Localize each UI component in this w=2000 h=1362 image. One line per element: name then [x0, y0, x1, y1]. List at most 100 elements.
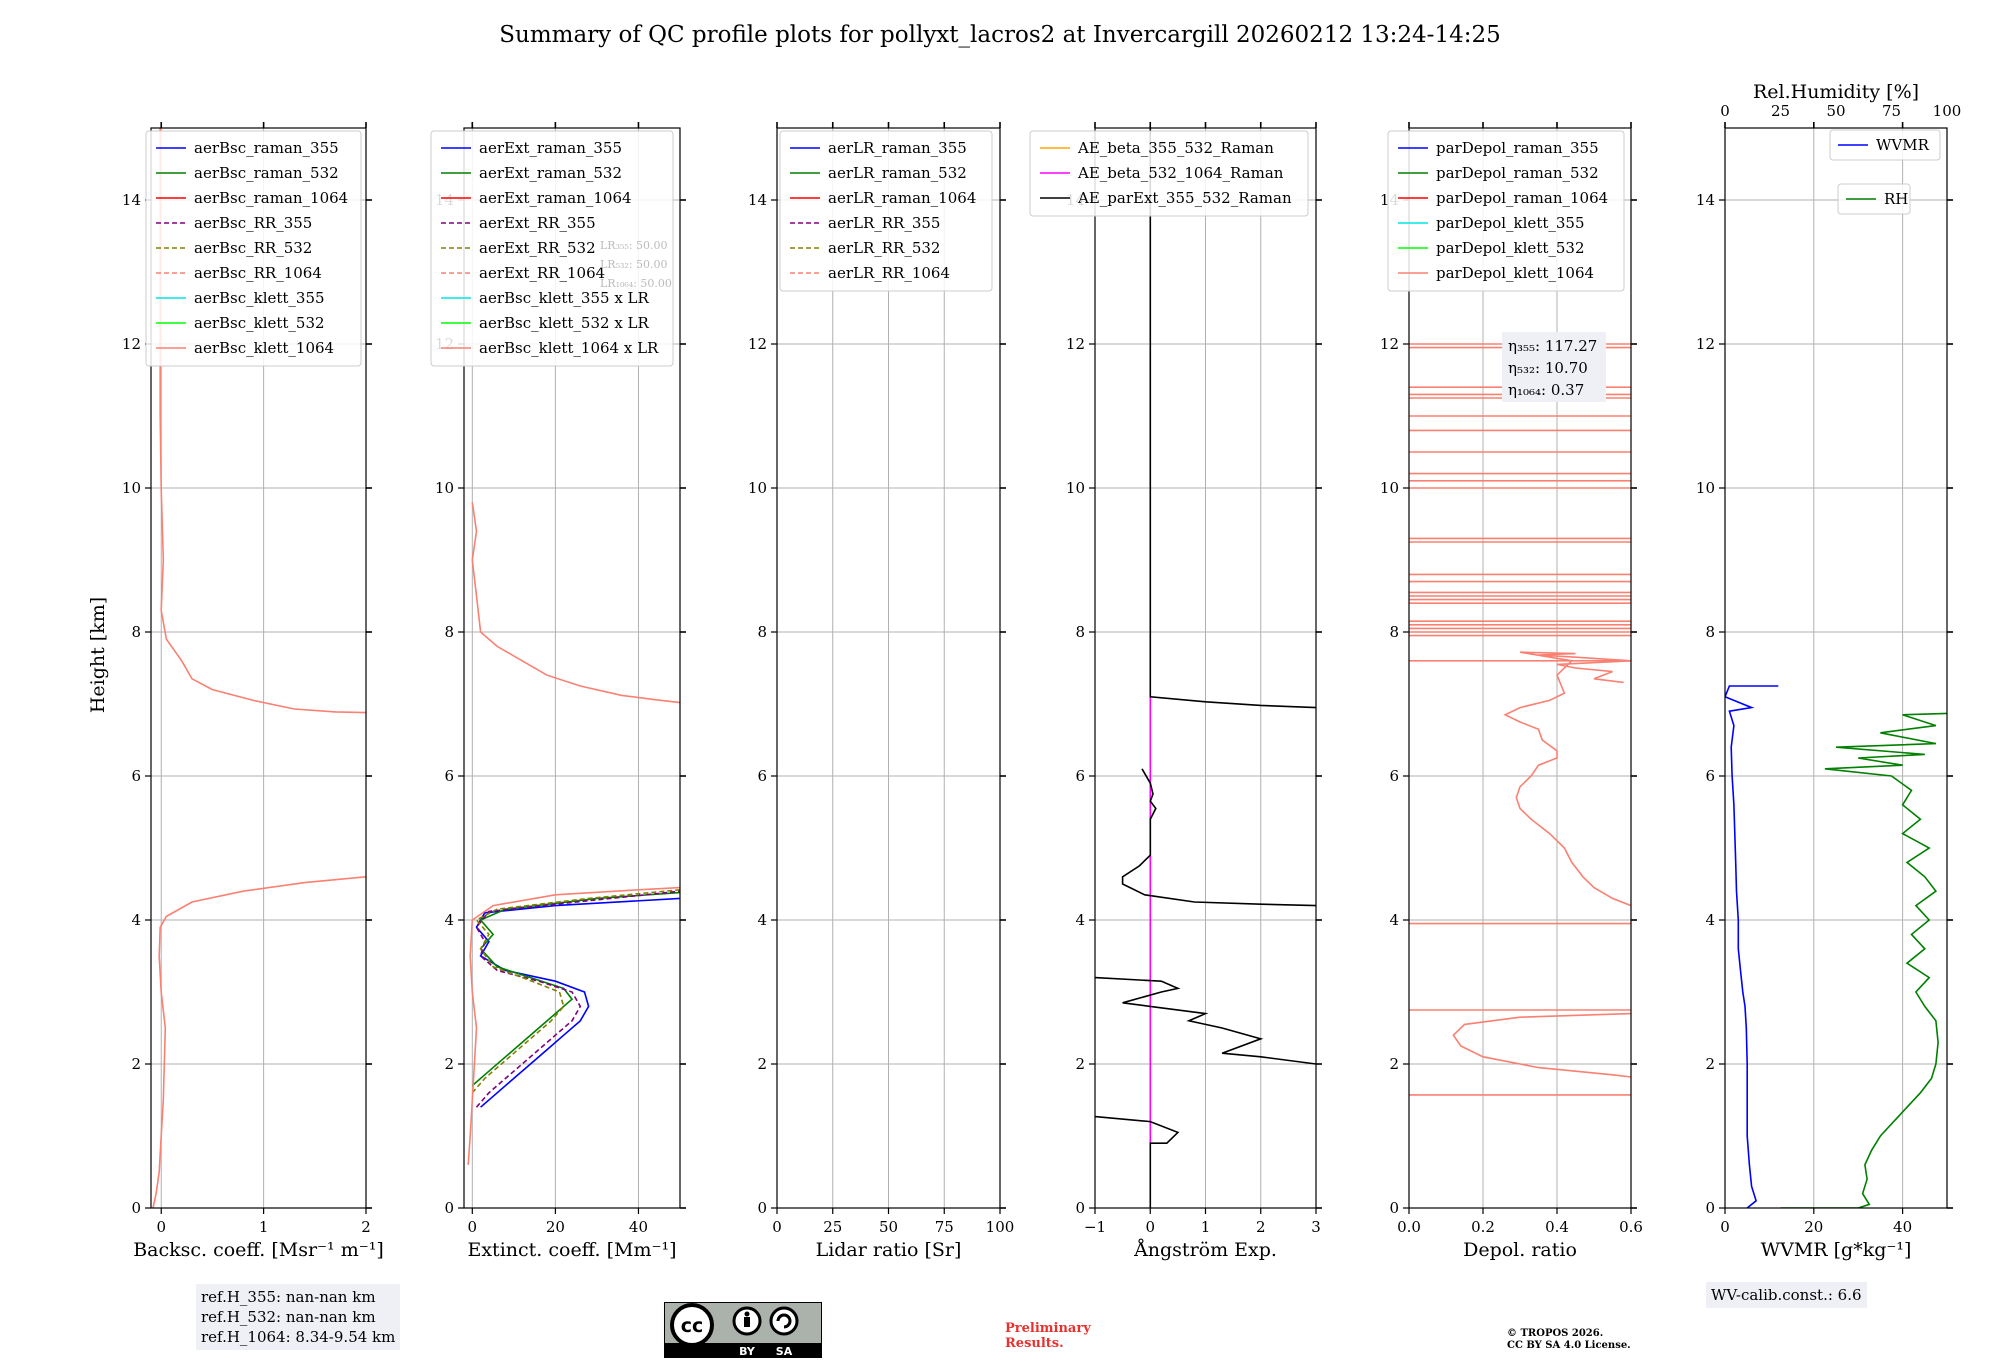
wv-calibration-box: WV-calib.const.: 6.6	[1706, 1282, 1867, 1308]
copyright-note: © TROPOS 2026. CC BY SA 4.0 License.	[1507, 1328, 1631, 1352]
x-tick-label: 1	[259, 1218, 269, 1236]
y-tick-label: 8	[1389, 623, 1399, 641]
y-tick-label: 14	[122, 191, 141, 209]
legend-label: AE_beta_532_1064_Raman	[1077, 164, 1284, 182]
legend-box	[145, 130, 362, 367]
legend-label: aerLR_raman_532	[828, 164, 967, 182]
x-tick-label: 40	[629, 1218, 648, 1236]
y-tick-label: 4	[757, 911, 767, 929]
y-tick-label: 8	[1075, 623, 1085, 641]
x-tick-label: 0	[468, 1218, 478, 1236]
legend-label: aerLR_RR_532	[828, 239, 940, 257]
series-pardepol-klett-1064-lower	[1452, 1012, 1631, 1078]
legend-label: aerBsc_raman_532	[194, 164, 339, 182]
y-tick-label: 0	[131, 1199, 141, 1217]
x-tick-label: 2	[1256, 1218, 1266, 1236]
x-tick-label: 20	[546, 1218, 565, 1236]
cc-by-text: BY	[739, 1345, 756, 1358]
cc-by-sa-license-badge: cc BY SA	[664, 1302, 822, 1358]
legend-box	[430, 130, 674, 367]
x-tick-label: 50	[879, 1218, 898, 1236]
ref-height-1064: ref.H_1064: 8.34-9.54 km	[201, 1328, 396, 1346]
top-tick-label: 0	[1720, 102, 1730, 120]
y-tick-label: 0	[1075, 1199, 1085, 1217]
legend-label: aerExt_RR_532	[479, 239, 596, 257]
y-tick-label: 4	[1389, 911, 1399, 929]
legend-label: aerBsc_klett_532	[194, 314, 325, 332]
y-tick-label: 0	[1705, 1199, 1715, 1217]
x-tick-label: 100	[986, 1218, 1015, 1236]
y-tick-label: 8	[444, 623, 454, 641]
legend-label: aerBsc_klett_532 x LR	[479, 314, 650, 332]
y-tick-label: 4	[1075, 911, 1085, 929]
series-aerext-rr-355	[475, 890, 680, 1108]
y-tick-label: 6	[1705, 767, 1715, 785]
x-tick-label: 0	[156, 1218, 166, 1236]
x-axis-label: Lidar ratio [Sr]	[816, 1239, 962, 1261]
eta-value: η₃₅₅: 117.27	[1508, 337, 1597, 355]
y-tick-label: 8	[757, 623, 767, 641]
y-tick-label: 2	[444, 1055, 454, 1073]
y-tick-label: 6	[1389, 767, 1399, 785]
x-tick-label: −1	[1084, 1218, 1106, 1236]
y-tick-label: 6	[131, 767, 141, 785]
y-tick-label: 4	[1705, 911, 1715, 929]
y-tick-label: 14	[748, 191, 767, 209]
x-tick-label: 40	[1893, 1218, 1912, 1236]
x-tick-label: 0.2	[1471, 1218, 1495, 1236]
series-ae-parext-355-532-raman-low	[1095, 976, 1316, 1065]
y-tick-label: 12	[1380, 335, 1399, 353]
series-aerbsc-klett-1064	[152, 876, 366, 1208]
series-aerext-rr-532	[471, 889, 680, 1094]
panel-lidar_ratio: 0 2 4 6 8 10 12 14 0 25 50 75 100 Lidar ratio [Sr] aer…	[748, 122, 1014, 1261]
top-tick-label: 100	[1933, 102, 1962, 120]
axes-frame	[463, 127, 681, 1209]
top-tick-label: 50	[1826, 102, 1845, 120]
x-tick-label: 75	[935, 1218, 954, 1236]
preliminary-line-2: Results.	[1005, 1336, 1064, 1351]
series-aerbsc-klett-1064-x-lr-lower	[467, 886, 680, 1165]
y-tick-label: 6	[444, 767, 454, 785]
y-tick-label: 6	[757, 767, 767, 785]
x-tick-label: 25	[823, 1218, 842, 1236]
x-tick-label: 0.6	[1619, 1218, 1643, 1236]
preliminary-results-note: Preliminary Results.	[1005, 1321, 1091, 1351]
legend-label: aerBsc_klett_1064 x LR	[479, 339, 659, 357]
y-tick-label: 10	[1066, 479, 1085, 497]
x-axis-label: Ångström Exp.	[1133, 1239, 1277, 1261]
legend-label: aerExt_raman_532	[479, 164, 622, 182]
axes-frame	[150, 127, 367, 1209]
x-tick-label: 0.0	[1397, 1218, 1421, 1236]
y-tick-label: 10	[1380, 479, 1399, 497]
x-axis-label: Backsc. coeff. [Msr⁻¹ m⁻¹]	[133, 1239, 384, 1261]
series-ae-parext-355-532-raman-mid	[1121, 768, 1316, 907]
copyright-line-1: © TROPOS 2026.	[1507, 1328, 1604, 1339]
y-tick-label: 10	[122, 479, 141, 497]
y-tick-label: 2	[1075, 1055, 1085, 1073]
x-axis-label: WVMR [g*kg⁻¹]	[1761, 1239, 1912, 1261]
y-tick-label: 12	[1066, 335, 1085, 353]
eta-box	[1502, 332, 1606, 402]
x-tick-label: 0	[1720, 1218, 1730, 1236]
legend-label: parDepol_klett_355	[1436, 214, 1585, 232]
top-axis-label: Rel.Humidity [%]	[1753, 81, 1919, 103]
eta-value: η₅₃₂: 10.70	[1508, 359, 1588, 377]
axes-frame	[1724, 127, 1948, 1209]
legend-box	[1029, 130, 1309, 217]
eta-value: η₁₀₆₄: 0.37	[1508, 381, 1584, 399]
series-rh	[1780, 712, 1947, 1208]
panel-extinction: 0246810121402040Extinct. coeff. [Mm⁻¹]ae…	[430, 122, 686, 1261]
legend-label: parDepol_raman_532	[1436, 164, 1599, 182]
series-pardepol-klett-1064-upper	[1503, 651, 1631, 907]
x-axis-label: Extinct. coeff. [Mm⁻¹]	[467, 1239, 676, 1261]
top-tick-label: 75	[1882, 102, 1901, 120]
ref-height-532: ref.H_532: nan-nan km	[201, 1308, 376, 1326]
series-ae-parext-355-532-raman-bottom	[1095, 1115, 1180, 1208]
top-tick-label: 25	[1771, 102, 1790, 120]
x-tick-label: 0.4	[1545, 1218, 1569, 1236]
legend-label: aerBsc_klett_355	[194, 289, 325, 307]
x-tick-label: 0	[1145, 1218, 1155, 1236]
